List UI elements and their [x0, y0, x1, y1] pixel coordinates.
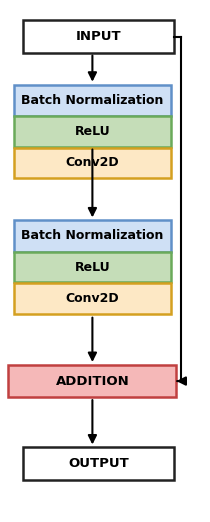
Text: Conv2D: Conv2D	[66, 292, 119, 305]
Text: Conv2D: Conv2D	[66, 157, 119, 169]
FancyBboxPatch shape	[14, 283, 171, 314]
FancyBboxPatch shape	[23, 20, 174, 53]
Text: OUTPUT: OUTPUT	[68, 457, 129, 470]
FancyBboxPatch shape	[14, 85, 171, 116]
FancyBboxPatch shape	[14, 148, 171, 178]
Text: INPUT: INPUT	[76, 30, 122, 43]
Text: Batch Normalization: Batch Normalization	[21, 230, 164, 242]
FancyBboxPatch shape	[14, 220, 171, 252]
Text: ReLU: ReLU	[75, 261, 110, 274]
FancyBboxPatch shape	[14, 252, 171, 282]
Text: Batch Normalization: Batch Normalization	[21, 94, 164, 106]
FancyBboxPatch shape	[14, 116, 171, 147]
Text: ADDITION: ADDITION	[55, 375, 129, 387]
FancyBboxPatch shape	[8, 365, 176, 397]
FancyBboxPatch shape	[23, 447, 174, 480]
Text: ReLU: ReLU	[75, 125, 110, 138]
